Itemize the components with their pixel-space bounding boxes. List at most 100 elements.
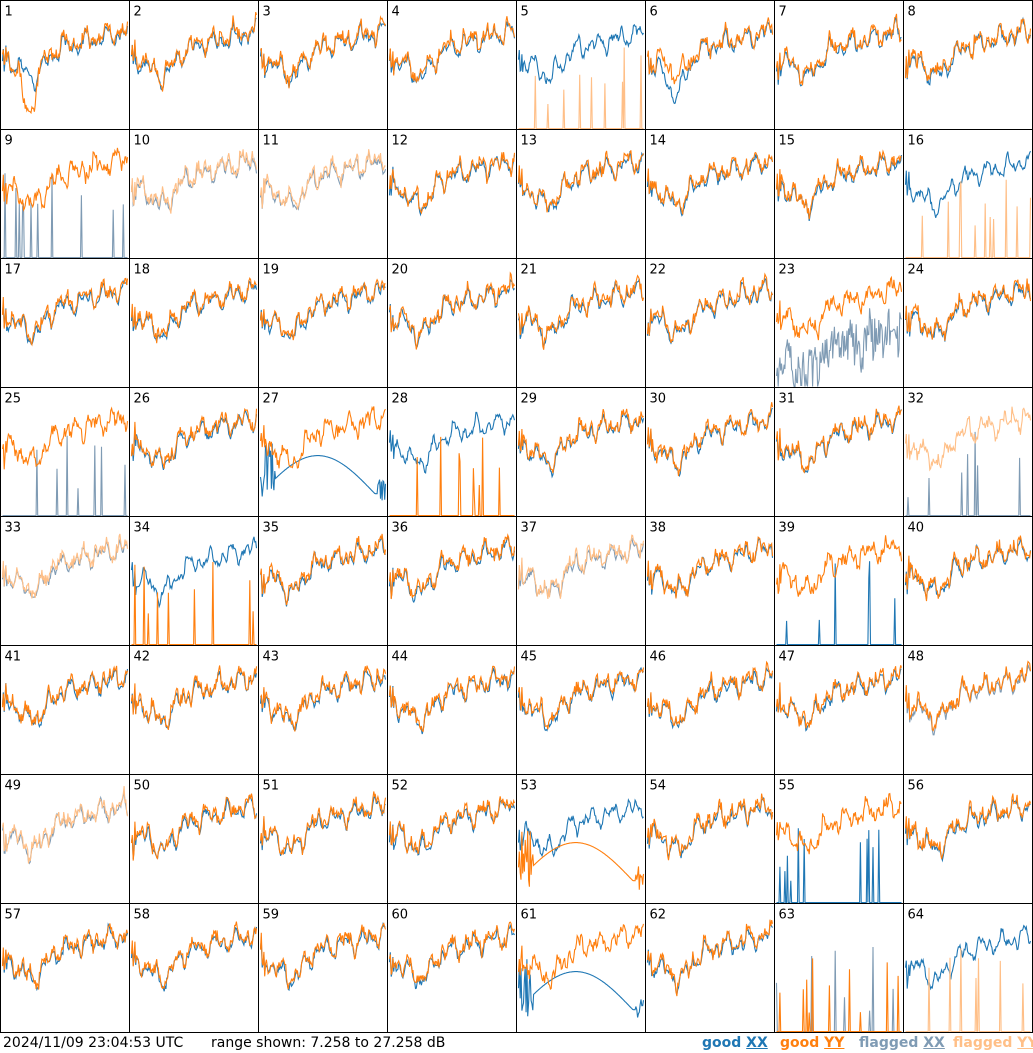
panel-border: [129, 258, 259, 388]
panel-border: [645, 645, 775, 775]
panel-border: [129, 645, 259, 775]
series-yy: [646, 660, 774, 726]
panel-19: 19: [258, 258, 388, 388]
panel-label: 12: [392, 134, 409, 149]
series-xx: [904, 16, 1032, 86]
series-yy: [517, 150, 644, 213]
panel-43: 43: [258, 645, 388, 775]
panel-border: [645, 516, 775, 646]
series-yy: [130, 149, 258, 214]
series-yy: [1, 533, 129, 599]
panel-44: 44: [387, 645, 517, 775]
series-xx: [775, 668, 902, 732]
panel-label: 28: [392, 392, 409, 407]
panel-38: 38: [645, 516, 775, 646]
series-yy: [646, 151, 774, 215]
series-yy: [259, 15, 386, 89]
series-xx: [517, 666, 644, 732]
panel-35: 35: [258, 516, 388, 646]
panel-18: 18: [129, 258, 259, 388]
panel-border: [258, 516, 388, 646]
panel-label: 50: [134, 779, 151, 794]
series-xx: [646, 923, 773, 995]
series-yy: [130, 407, 258, 469]
panel-label: 26: [134, 392, 151, 407]
panel-label: 48: [908, 650, 925, 665]
panel-label: 63: [779, 908, 796, 923]
series-yy: [1, 147, 129, 212]
series-yy: [388, 796, 516, 855]
series-xx: [1, 922, 129, 992]
panel-36: 36: [387, 516, 517, 646]
series-xx: [517, 959, 645, 1018]
series-yy: [259, 922, 387, 990]
panel-label: 37: [521, 521, 538, 536]
panel-label: 40: [908, 521, 925, 536]
panel-46: 46: [645, 645, 775, 775]
panel-8: 8: [903, 0, 1033, 130]
series-yy: [646, 272, 773, 343]
panel-label: 3: [263, 5, 271, 20]
panel-label: 34: [134, 521, 151, 536]
series-yy: [389, 436, 515, 517]
panel-label: 24: [908, 263, 925, 278]
panel-label: 41: [5, 650, 22, 665]
series-yy: [646, 17, 774, 85]
panel-label: 61: [521, 908, 538, 923]
series-yy: [904, 278, 1032, 341]
panel-border: [387, 258, 517, 388]
panel-57: 57: [0, 903, 130, 1033]
panel-56: 56: [903, 774, 1033, 904]
series-yy: [259, 533, 387, 606]
legend-good-xx: good XX: [702, 1035, 768, 1051]
series-yy: [517, 408, 644, 474]
series-xx: [130, 153, 258, 213]
panel-61: 61: [516, 903, 646, 1033]
series-yy: [259, 405, 386, 469]
series-xx: [2, 435, 128, 517]
panel-label: 14: [650, 134, 667, 149]
panel-14: 14: [645, 129, 775, 259]
panel-34: 34: [129, 516, 259, 646]
series-xx: [776, 561, 902, 646]
series-xx: [130, 926, 258, 992]
panel-label: 62: [650, 908, 667, 923]
panel-60: 60: [387, 903, 517, 1033]
panel-border: [129, 774, 259, 904]
series-yy: [259, 791, 387, 856]
series-yy: [904, 535, 1032, 602]
series-yy: [388, 271, 515, 350]
panel-border: [516, 258, 646, 388]
panel-border: [387, 0, 517, 130]
panel-21: 21: [516, 258, 646, 388]
panel-59: 59: [258, 903, 388, 1033]
panel-label: 42: [134, 650, 151, 665]
panel-6: 6: [645, 0, 775, 130]
panel-label: 25: [5, 392, 22, 407]
series-xx: [1, 793, 129, 865]
series-yy: [517, 923, 645, 990]
series-yy: [517, 274, 645, 350]
panel-label: 6: [650, 5, 658, 20]
legend-flagged-xx: flagged XX: [859, 1035, 945, 1051]
series-xx: [517, 23, 644, 85]
panel-37: 37: [516, 516, 646, 646]
panel-label: 47: [779, 650, 796, 665]
panel-label: 29: [521, 392, 538, 407]
panel-label: 45: [521, 650, 538, 665]
series-yy: [1, 786, 129, 864]
series-yy: [905, 948, 1031, 1033]
series-xx: [775, 946, 902, 1033]
series-yy: [1, 665, 129, 726]
panel-24: 24: [903, 258, 1033, 388]
panel-52: 52: [387, 774, 517, 904]
panel-48: 48: [903, 645, 1033, 775]
panel-10: 10: [129, 129, 259, 259]
series-xx: [2, 173, 128, 259]
panel-31: 31: [774, 387, 904, 517]
panel-border: [387, 516, 517, 646]
series-yy: [388, 16, 516, 84]
series-xx: [646, 667, 774, 730]
series-yy: [259, 278, 386, 341]
